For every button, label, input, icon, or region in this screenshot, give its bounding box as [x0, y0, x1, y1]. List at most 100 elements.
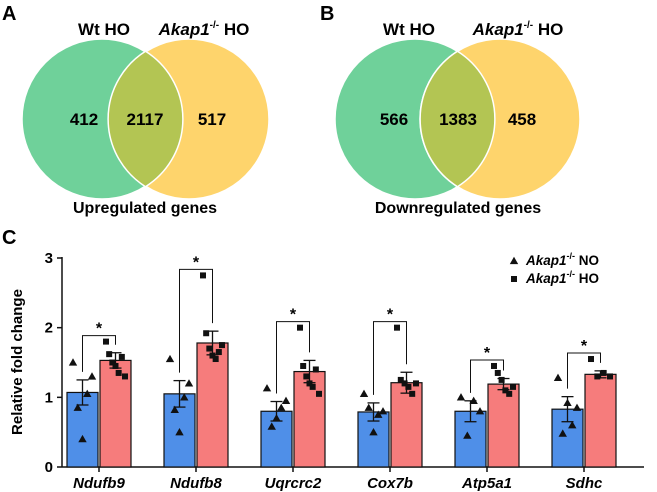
legend-suffix: NO: [575, 253, 599, 268]
data-point: [112, 362, 119, 369]
data-point: [401, 380, 408, 387]
data-point: [463, 431, 472, 439]
data-point: [312, 366, 319, 373]
venn-b-overlap: [419, 50, 496, 188]
significance-bracket: [470, 359, 504, 393]
data-point: [175, 427, 184, 436]
legend-gene: Akap1: [525, 253, 567, 268]
data-point: [267, 422, 276, 430]
venn-a-right-count: 517: [198, 110, 226, 129]
bar-ho-Cox7b: [390, 382, 423, 468]
venn-b-right-count: 458: [508, 110, 536, 129]
data-point: [475, 407, 485, 415]
data-point: [272, 414, 281, 422]
panel-b: B Wt HO Akap1-/- HO 566 1383 458 Downreg…: [320, 3, 581, 217]
venn-b-right-gene: Akap1: [472, 20, 524, 39]
y-tick-label: 2: [45, 320, 53, 337]
data-point: [184, 379, 194, 387]
data-point: [300, 362, 307, 369]
venn-a-caption: Upregulated genes: [73, 200, 217, 217]
legend-label-ho: Akap1-/- HO: [525, 269, 599, 286]
venn-a-left-count: 412: [70, 110, 98, 129]
data-point: [553, 373, 563, 381]
significance-bracket: [373, 321, 407, 395]
data-point: [409, 390, 416, 397]
data-point: [68, 358, 78, 366]
data-point: [115, 369, 122, 376]
data-point: [277, 403, 286, 411]
venn-b-overlap-count: 1383: [439, 110, 477, 129]
data-point: [200, 272, 206, 279]
data-point: [209, 352, 216, 359]
venn-a-overlap: [107, 50, 184, 188]
legend-sup: -/-: [567, 251, 576, 261]
significance-marker: *: [290, 307, 297, 324]
significance-bracket: [276, 321, 310, 394]
data-point: [506, 390, 513, 397]
data-point: [219, 342, 225, 349]
venn-a-right-sup: -/-: [210, 20, 219, 31]
significance-bracket: [567, 352, 601, 389]
data-point: [206, 345, 213, 352]
data-point: [397, 376, 404, 383]
venn-b-right-sup: -/-: [524, 20, 533, 31]
data-point: [374, 410, 383, 418]
data-point: [594, 373, 601, 380]
data-point: [563, 398, 572, 407]
significance-marker: *: [193, 254, 200, 271]
legend-suffix: HO: [575, 271, 599, 286]
data-point: [309, 383, 316, 390]
data-point: [109, 359, 116, 366]
data-point: [491, 362, 497, 369]
venn-b-caption: Downregulated genes: [375, 200, 541, 217]
data-point: [83, 389, 92, 397]
data-point: [103, 338, 109, 345]
venn-b-left-count: 566: [380, 110, 408, 129]
significance-bracket: [82, 335, 116, 372]
data-point: [378, 407, 388, 415]
panel-b-letter: B: [320, 3, 334, 25]
data-point: [165, 354, 175, 363]
legend-gene: Akap1: [525, 271, 567, 286]
y-tick-label: 1: [45, 389, 53, 406]
data-point: [572, 403, 582, 411]
data-point: [118, 353, 125, 360]
data-point: [262, 384, 272, 392]
data-point: [306, 380, 313, 387]
data-point: [413, 380, 419, 387]
data-point: [215, 349, 222, 356]
panel-c: C Relative fold change 0 1 2 3 Ndufb9 * Ndufb8…: [2, 227, 644, 492]
significance-marker: *: [387, 307, 394, 324]
y-tick-label: 3: [45, 250, 53, 267]
venn-b-right-suffix: HO: [533, 20, 563, 39]
data-point: [180, 393, 189, 401]
significance-marker: *: [96, 321, 103, 338]
y-tick-label: 0: [45, 459, 53, 476]
venn-b-right-label: Akap1-/- HO: [472, 20, 564, 39]
data-point: [212, 356, 219, 363]
data-point: [494, 369, 501, 376]
legend-marker-ho: [511, 276, 517, 282]
panel-a-letter: A: [2, 3, 16, 25]
data-point: [281, 396, 291, 404]
x-tick-label-Atp5a1: Atp5a1: [461, 475, 512, 492]
venn-a-right-suffix: HO: [219, 20, 249, 39]
significance-bracket: [179, 268, 213, 373]
legend-marker-no: [509, 256, 519, 265]
data-point: [498, 376, 505, 383]
venn-a-right-gene: Akap1: [158, 20, 210, 39]
significance-marker: *: [581, 338, 588, 355]
bar-ho-Sdhc: [584, 373, 617, 468]
data-point: [369, 427, 378, 436]
panel-a: A Wt HO Akap1-/- HO 412 2117 517 Upregul…: [2, 3, 270, 217]
data-point: [588, 356, 594, 363]
data-point: [600, 369, 607, 376]
data-point: [568, 421, 577, 429]
data-point: [607, 373, 613, 380]
bar-ho-Uqrcrc2: [293, 370, 326, 468]
venn-a-overlap-count: 2117: [127, 110, 164, 129]
data-point: [456, 393, 466, 401]
data-point: [394, 324, 400, 331]
data-point: [469, 396, 478, 404]
